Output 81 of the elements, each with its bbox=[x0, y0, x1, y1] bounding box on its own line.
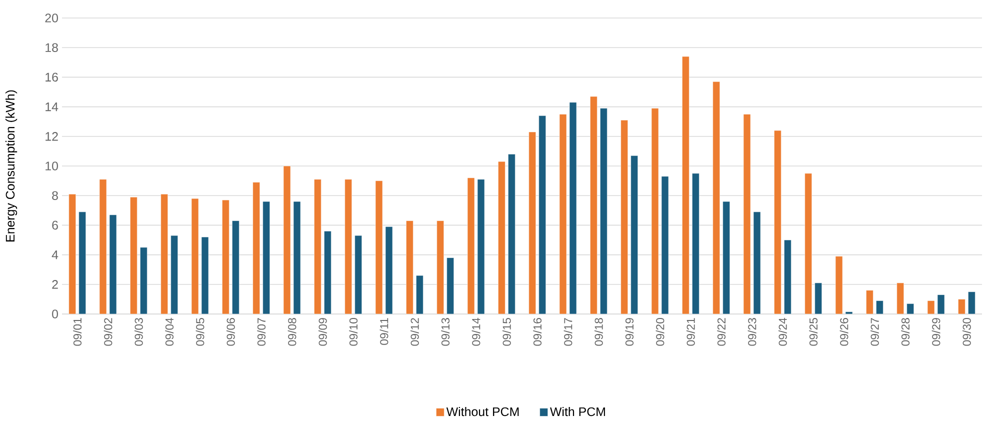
bar bbox=[804, 173, 812, 314]
x-tick-label: 09/21 bbox=[686, 318, 695, 346]
x-tick-label: 09/01 bbox=[73, 318, 82, 346]
legend-label: With PCM bbox=[550, 406, 605, 416]
x-tick-label: 09/09 bbox=[318, 318, 327, 346]
bar bbox=[968, 292, 976, 314]
x-tick-label: 09/13 bbox=[441, 318, 450, 346]
x-tick-label: 09/02 bbox=[104, 318, 112, 346]
y-tick-label: 8 bbox=[52, 191, 58, 200]
x-tick-label: 09/04 bbox=[165, 318, 174, 346]
bar bbox=[528, 132, 536, 314]
bar bbox=[406, 220, 414, 314]
y-tick-label: 16 bbox=[46, 72, 58, 82]
y-tick-label: 4 bbox=[52, 250, 58, 260]
bar bbox=[498, 161, 506, 314]
x-tick-label: 09/17 bbox=[564, 318, 572, 346]
bar bbox=[722, 201, 730, 314]
x-tick-label: 09/07 bbox=[257, 318, 266, 346]
bar bbox=[160, 194, 168, 314]
bar bbox=[170, 235, 178, 314]
x-tick-label: 09/05 bbox=[196, 318, 204, 346]
x-tick-label: 09/19 bbox=[625, 318, 634, 346]
bar bbox=[68, 194, 76, 314]
bar bbox=[314, 179, 322, 314]
x-tick-label: 09/29 bbox=[932, 318, 940, 346]
bar bbox=[784, 240, 792, 314]
bar bbox=[252, 182, 260, 314]
x-tick-label: 09/25 bbox=[809, 318, 818, 346]
x-tick-label: 09/12 bbox=[410, 318, 419, 346]
x-tick-label: 09/03 bbox=[134, 318, 143, 346]
bar bbox=[130, 196, 138, 314]
legend-label: Without PCM bbox=[446, 406, 519, 416]
x-tick-label: 09/20 bbox=[656, 318, 664, 346]
x-tick-label: 09/06 bbox=[226, 318, 235, 346]
bar bbox=[774, 130, 782, 314]
bar bbox=[712, 81, 720, 314]
x-tick-label: 09/24 bbox=[778, 318, 787, 346]
x-tick-label: 09/27 bbox=[870, 318, 879, 346]
bar bbox=[682, 56, 690, 314]
x-tick-label: 09/22 bbox=[717, 318, 726, 346]
x-tick-label: 09/18 bbox=[594, 318, 603, 346]
x-tick-label: 09/14 bbox=[472, 318, 480, 346]
x-tick-label: 09/23 bbox=[748, 318, 756, 346]
x-tick-label: 09/30 bbox=[962, 318, 971, 346]
y-tick-label: 20 bbox=[45, 14, 58, 22]
bar bbox=[262, 201, 270, 314]
bar bbox=[814, 282, 822, 314]
y-tick-label: 6 bbox=[52, 220, 58, 230]
y-axis-title: Energy Consumption (kWh) bbox=[5, 90, 18, 242]
bar bbox=[630, 155, 638, 314]
x-tick-label: 09/28 bbox=[901, 318, 910, 346]
bar bbox=[324, 230, 332, 314]
bar bbox=[446, 258, 454, 314]
x-tick-label: 09/15 bbox=[502, 318, 511, 346]
bar bbox=[140, 247, 148, 314]
bar bbox=[600, 108, 608, 314]
bar bbox=[538, 116, 546, 314]
bar bbox=[692, 173, 700, 314]
y-tick-label: 18 bbox=[46, 43, 58, 52]
bar bbox=[222, 200, 230, 314]
x-tick-label: 09/10 bbox=[349, 318, 358, 346]
bar bbox=[590, 96, 598, 314]
y-tick-label: 2 bbox=[52, 280, 58, 289]
y-tick-label: 0 bbox=[52, 310, 58, 318]
x-tick-label: 09/11 bbox=[380, 318, 388, 345]
y-tick-label: 10 bbox=[46, 162, 58, 170]
bar bbox=[344, 179, 352, 314]
bar bbox=[232, 220, 240, 314]
y-tick-label: 12 bbox=[46, 132, 58, 141]
x-tick-label: 09/08 bbox=[288, 318, 296, 346]
bar bbox=[416, 275, 424, 314]
bar bbox=[78, 212, 86, 314]
bar bbox=[896, 282, 904, 314]
x-tick-label: 09/26 bbox=[840, 318, 848, 346]
y-tick-label: 14 bbox=[46, 102, 58, 112]
bar bbox=[866, 290, 874, 314]
bar bbox=[436, 220, 444, 314]
bar bbox=[508, 154, 516, 314]
bar bbox=[620, 120, 628, 314]
x-tick-label: 09/16 bbox=[533, 318, 542, 346]
bar bbox=[354, 235, 362, 314]
